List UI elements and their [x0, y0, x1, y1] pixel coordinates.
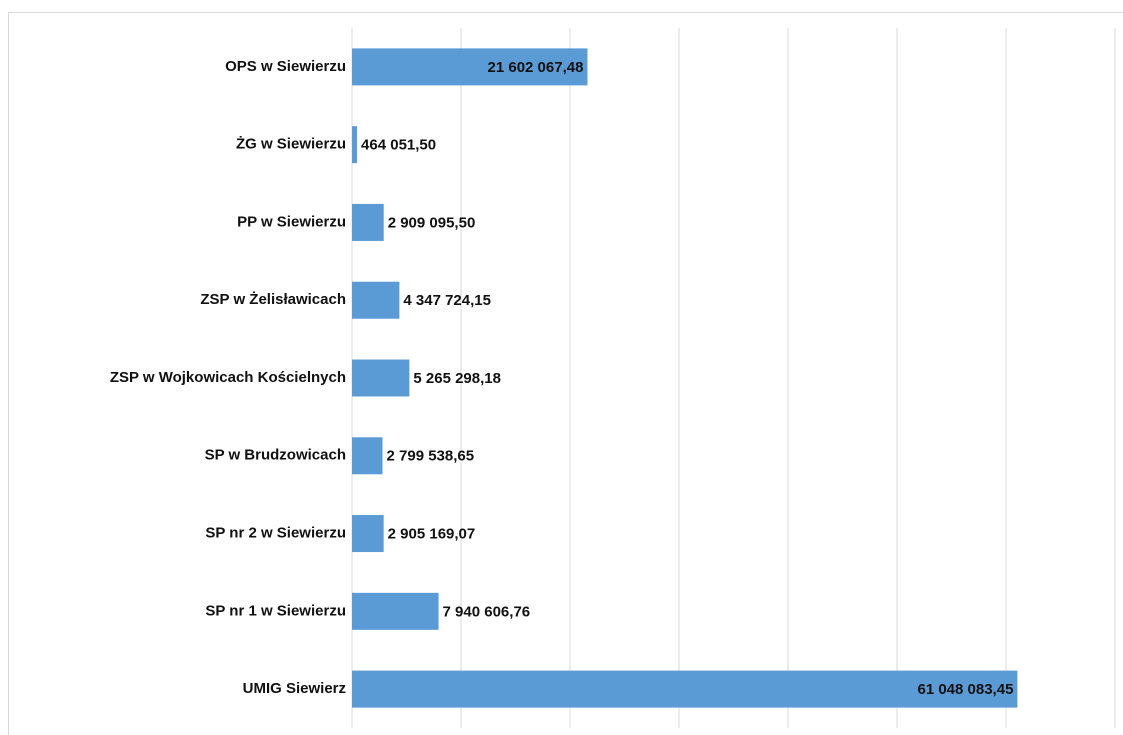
data-label: 2 799 538,65 — [387, 448, 475, 465]
data-label: 21 602 067,48 — [488, 59, 584, 76]
data-label: 7 940 606,76 — [443, 603, 531, 620]
bar — [352, 670, 1018, 708]
y-tick-label: SP w Brudzowicach — [205, 447, 346, 464]
bar — [352, 437, 383, 475]
data-label: 2 909 095,50 — [388, 214, 476, 231]
y-tick-label: SP nr 1 w Siewierzu — [205, 602, 346, 619]
y-tick-label: ZSP w Żelisławicach — [200, 291, 346, 308]
y-tick-label: ZSP w Wojkowicach Kościelnych — [110, 369, 346, 386]
y-tick-label: OPS w Siewierzu — [225, 58, 346, 75]
y-tick-label: ŻG w Siewierzu — [236, 136, 346, 153]
bar — [352, 48, 588, 86]
y-tick-label: UMIG Siewierz — [243, 680, 346, 697]
data-label: 2 905 169,07 — [388, 526, 476, 543]
bar — [352, 281, 400, 319]
chart-border — [8, 12, 1123, 735]
bar — [352, 203, 384, 241]
data-label: 4 347 724,15 — [403, 292, 491, 309]
y-tick-label: SP nr 2 w Siewierzu — [205, 525, 346, 542]
data-label: 5 265 298,18 — [413, 370, 501, 387]
bar — [352, 359, 410, 397]
bar — [352, 126, 358, 164]
data-label: 464 051,50 — [361, 137, 436, 154]
y-tick-label: PP w Siewierzu — [237, 213, 346, 230]
data-label: 61 048 083,45 — [917, 681, 1013, 698]
bar — [352, 515, 384, 553]
bar — [352, 592, 439, 630]
